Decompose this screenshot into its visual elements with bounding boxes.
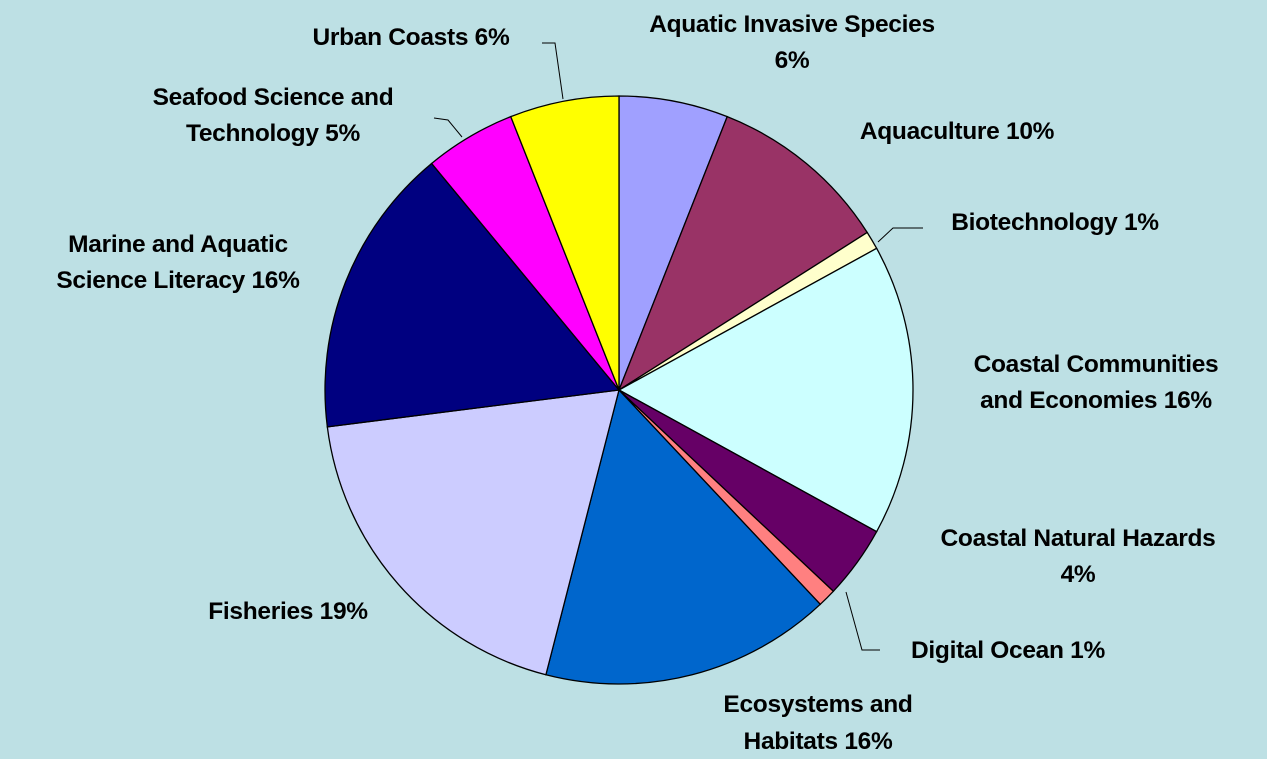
slice-label: Aquaculture 10% bbox=[860, 118, 1055, 145]
slice-label-line: Coastal Natural Hazards bbox=[941, 525, 1216, 552]
slice-label-line: Aquaculture 10% bbox=[860, 118, 1055, 145]
slice-label-line: Ecosystems and bbox=[723, 691, 912, 718]
slice-label: Coastal Communities and Economies 16% bbox=[974, 351, 1219, 414]
slice-label-line: Technology 5% bbox=[186, 120, 360, 147]
slice-label: Urban Coasts 6% bbox=[312, 24, 510, 51]
slice-label-line: Biotechnology 1% bbox=[951, 209, 1159, 236]
leader-line bbox=[434, 118, 462, 137]
slice-label: Digital Ocean 1% bbox=[911, 637, 1106, 664]
slice-label: Ecosystems and Habitats 16% bbox=[723, 691, 912, 755]
slice-label: Biotechnology 1% bbox=[951, 209, 1159, 236]
slice-label-line: Seafood Science and bbox=[153, 84, 394, 111]
slice-label-line: 6% bbox=[775, 47, 810, 74]
slice-label: Seafood Science and Technology 5% bbox=[153, 84, 394, 147]
slice-label: Coastal Natural Hazards 4% bbox=[941, 525, 1216, 588]
leader-line bbox=[878, 228, 923, 242]
slice-label-line: Science Literacy 16% bbox=[56, 267, 300, 294]
slice-label-line: Habitats 16% bbox=[744, 728, 893, 755]
slice-label: Aquatic Invasive Species 6% bbox=[649, 11, 935, 74]
slice-label-line: Marine and Aquatic bbox=[68, 231, 288, 258]
leader-line bbox=[846, 592, 880, 650]
slice-label-line: Fisheries 19% bbox=[208, 598, 368, 625]
slice-label-line: and Economies 16% bbox=[980, 387, 1212, 414]
pie-slices bbox=[325, 96, 913, 684]
slice-label-line: Coastal Communities bbox=[974, 351, 1219, 378]
slice-label-line: Aquatic Invasive Species bbox=[649, 11, 935, 38]
slice-label: Fisheries 19% bbox=[208, 598, 368, 625]
slice-label-line: 4% bbox=[1061, 561, 1096, 588]
slice-label-line: Digital Ocean 1% bbox=[911, 637, 1106, 664]
slice-label-line: Urban Coasts 6% bbox=[312, 24, 510, 51]
leader-line bbox=[542, 43, 563, 99]
slice-label: Marine and Aquatic Science Literacy 16% bbox=[56, 231, 300, 294]
